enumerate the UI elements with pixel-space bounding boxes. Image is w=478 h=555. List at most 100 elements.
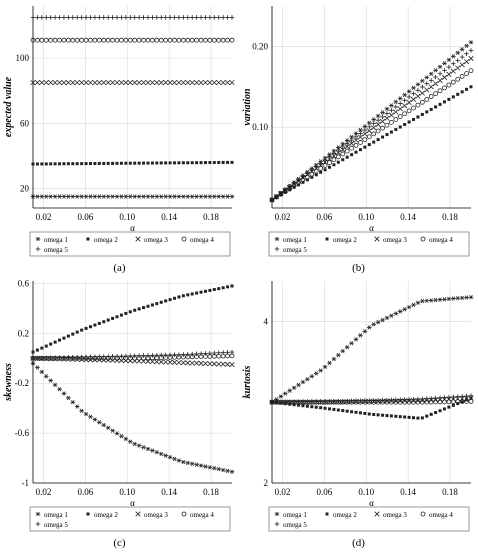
marker-point bbox=[185, 79, 191, 86]
marker-point bbox=[137, 307, 141, 311]
marker-point bbox=[61, 15, 67, 20]
marker-point bbox=[66, 194, 71, 199]
marker-point bbox=[283, 190, 287, 194]
marker-point bbox=[198, 79, 204, 86]
marker-point bbox=[220, 37, 226, 43]
marker-point bbox=[181, 194, 186, 199]
marker-point bbox=[353, 142, 359, 148]
marker-point bbox=[305, 404, 309, 408]
marker-point bbox=[300, 399, 306, 404]
marker-point bbox=[385, 133, 389, 137]
marker-point bbox=[384, 106, 390, 112]
marker-point bbox=[110, 428, 115, 433]
marker-point bbox=[176, 15, 182, 20]
marker-point bbox=[186, 293, 190, 297]
marker-point bbox=[419, 90, 425, 96]
marker-point bbox=[420, 396, 425, 402]
marker-point bbox=[154, 79, 160, 86]
marker-point bbox=[119, 161, 123, 165]
marker-point bbox=[74, 404, 80, 409]
marker-point bbox=[57, 355, 62, 360]
marker-point bbox=[397, 114, 403, 120]
marker-point bbox=[212, 15, 217, 20]
marker-legend bbox=[135, 236, 141, 242]
marker-point bbox=[389, 397, 394, 403]
marker-point bbox=[424, 298, 430, 303]
marker-point bbox=[406, 397, 412, 402]
marker-point bbox=[171, 79, 178, 86]
marker-point bbox=[185, 460, 191, 466]
marker-point bbox=[176, 37, 182, 43]
marker-point bbox=[225, 349, 230, 355]
marker-point bbox=[296, 177, 301, 183]
marker-point bbox=[123, 194, 129, 199]
marker-point bbox=[150, 353, 155, 358]
marker-point bbox=[119, 15, 124, 20]
marker-point bbox=[30, 356, 36, 361]
series-omega-1 bbox=[30, 361, 235, 474]
y-tick-label: 2 bbox=[264, 478, 269, 488]
marker-point bbox=[167, 15, 173, 20]
marker-point bbox=[367, 412, 371, 416]
marker-point bbox=[43, 37, 49, 43]
marker-point bbox=[318, 165, 324, 171]
marker-point bbox=[220, 467, 226, 473]
marker-point bbox=[189, 351, 195, 357]
marker-point bbox=[203, 289, 207, 293]
marker-point bbox=[402, 307, 407, 312]
marker-point bbox=[362, 131, 368, 137]
marker-point bbox=[313, 399, 319, 404]
marker-point bbox=[149, 37, 155, 43]
marker-point bbox=[52, 355, 58, 361]
marker-point bbox=[83, 354, 89, 360]
marker-point bbox=[71, 332, 75, 336]
marker-point bbox=[83, 37, 89, 43]
marker-point bbox=[446, 394, 452, 400]
marker-point bbox=[185, 360, 191, 366]
marker-point bbox=[167, 194, 173, 199]
marker-point bbox=[406, 108, 412, 114]
marker-point bbox=[344, 138, 350, 143]
marker-point bbox=[287, 388, 292, 393]
marker-point bbox=[296, 382, 301, 388]
marker-point bbox=[172, 352, 177, 358]
marker-point bbox=[282, 391, 288, 396]
marker-point bbox=[79, 37, 85, 43]
marker-point bbox=[354, 150, 358, 154]
marker-point bbox=[88, 354, 93, 360]
marker-point bbox=[229, 79, 235, 86]
series-omega-4 bbox=[30, 37, 235, 43]
marker-point bbox=[407, 120, 411, 124]
marker-point bbox=[141, 445, 146, 450]
marker-point bbox=[465, 87, 469, 91]
marker-point bbox=[123, 15, 129, 20]
marker-point bbox=[362, 398, 368, 403]
marker-point bbox=[110, 354, 115, 359]
marker-point bbox=[341, 158, 345, 162]
marker-point bbox=[142, 306, 146, 310]
marker-point bbox=[402, 97, 407, 103]
marker-point bbox=[437, 88, 443, 94]
marker-point bbox=[189, 360, 195, 366]
legend-label: omega 1 bbox=[44, 511, 68, 519]
marker-point bbox=[58, 338, 62, 342]
marker-point bbox=[136, 79, 142, 86]
x-tick-label: 0.18 bbox=[203, 487, 219, 497]
marker-point bbox=[167, 79, 173, 86]
marker-point bbox=[40, 162, 44, 166]
marker-point bbox=[442, 407, 446, 411]
legend-entry-omega-1: omega 1 bbox=[274, 236, 307, 244]
marker-point bbox=[123, 37, 129, 43]
marker-point bbox=[393, 99, 399, 105]
marker-point bbox=[198, 463, 204, 468]
legend-box bbox=[29, 231, 231, 257]
x-tick-label: 0.18 bbox=[442, 487, 458, 497]
marker-point bbox=[336, 352, 341, 358]
marker-point bbox=[114, 431, 120, 436]
marker-point bbox=[446, 82, 452, 88]
marker-point bbox=[146, 304, 150, 308]
marker-point bbox=[198, 37, 204, 43]
legend-label: omega 4 bbox=[429, 511, 453, 519]
marker-point bbox=[155, 302, 159, 306]
legend-entry-omega-5: omega 5 bbox=[35, 246, 68, 254]
